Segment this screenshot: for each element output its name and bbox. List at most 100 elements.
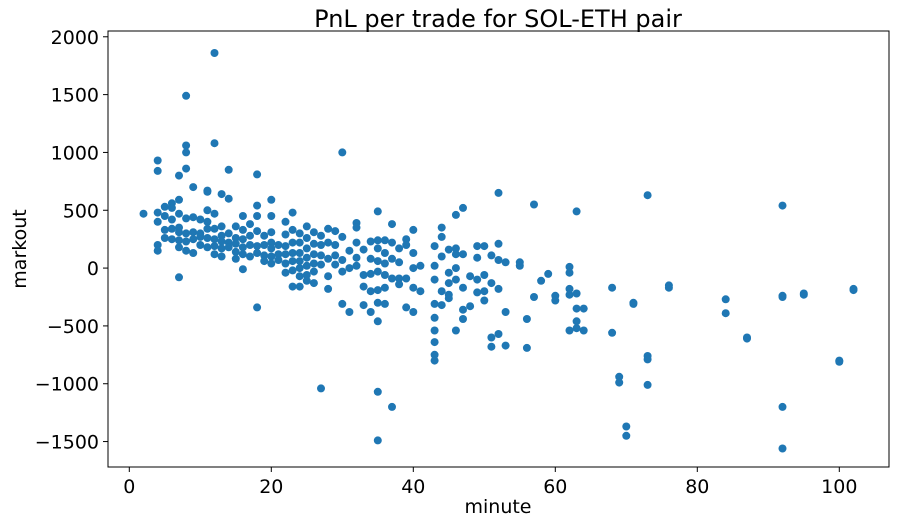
data-point [253, 227, 262, 236]
y-tick-label: 500 [63, 200, 99, 222]
data-point [217, 237, 226, 246]
data-point [430, 299, 439, 308]
data-point [231, 239, 240, 248]
data-point [324, 224, 333, 233]
data-point [572, 304, 581, 313]
data-point [317, 260, 325, 269]
data-point [494, 330, 503, 338]
x-tick-label: 20 [259, 476, 283, 498]
data-point [331, 260, 340, 269]
data-point [345, 308, 354, 316]
data-point [267, 244, 276, 253]
data-point [281, 242, 290, 251]
data-point [778, 293, 787, 301]
data-point [253, 201, 262, 210]
data-point [167, 215, 176, 224]
x-tick-label: 0 [123, 476, 135, 498]
data-point [608, 283, 617, 292]
data-point [444, 268, 453, 277]
data-point [380, 249, 389, 257]
data-point [395, 258, 404, 267]
data-point [459, 250, 467, 259]
data-point [302, 253, 311, 262]
data-point [451, 326, 460, 335]
data-point [572, 317, 581, 326]
data-point [309, 228, 318, 237]
data-point [515, 261, 524, 270]
data-point [459, 305, 467, 314]
data-point [430, 338, 439, 347]
y-tick-label: −500 [47, 316, 99, 338]
data-point [324, 238, 333, 247]
data-point [203, 224, 212, 233]
data-point [153, 208, 162, 217]
data-point [203, 187, 212, 196]
data-point [721, 309, 730, 318]
data-point [324, 284, 333, 293]
data-point [210, 49, 219, 57]
data-point [309, 259, 318, 268]
x-axis-label: minute [464, 496, 531, 518]
data-point [380, 236, 389, 245]
data-point [622, 422, 631, 431]
data-point [217, 222, 226, 231]
data-point [253, 212, 262, 220]
data-point [309, 239, 318, 248]
data-point [203, 243, 212, 252]
data-point [281, 217, 290, 226]
data-point [309, 279, 318, 288]
data-point [167, 203, 176, 212]
data-point [494, 188, 503, 197]
data-point [309, 267, 318, 276]
data-point [189, 183, 198, 192]
data-point [175, 209, 183, 218]
data-point [274, 241, 283, 249]
data-point [643, 380, 652, 389]
data-point [565, 262, 574, 271]
data-point [444, 245, 453, 254]
data-point [579, 304, 588, 313]
plot-area-frame [107, 30, 890, 468]
data-point [643, 191, 652, 200]
data-point [231, 254, 240, 263]
data-point [267, 252, 276, 261]
data-point [182, 164, 191, 173]
data-point [579, 326, 588, 335]
chart-title: PnL per trade for SOL-ETH pair [314, 5, 682, 33]
data-point [253, 303, 262, 312]
data-point [388, 274, 396, 283]
data-point [238, 235, 247, 244]
data-point [288, 266, 297, 275]
data-point [196, 241, 205, 249]
data-point [494, 256, 503, 264]
data-point [210, 224, 219, 233]
data-point [182, 237, 191, 246]
data-point [437, 301, 446, 310]
data-point [388, 254, 396, 263]
data-point [260, 231, 269, 240]
y-tick-label: −1500 [35, 432, 99, 454]
data-point [302, 276, 311, 285]
data-point [608, 328, 617, 337]
data-point [366, 269, 375, 278]
data-point [231, 247, 240, 256]
data-point [189, 228, 198, 237]
data-point [246, 241, 254, 249]
data-point [430, 275, 439, 284]
data-point [572, 324, 581, 333]
data-point [267, 195, 276, 204]
data-point [217, 252, 226, 261]
data-point [366, 287, 375, 296]
data-point [395, 274, 404, 283]
data-point [246, 231, 254, 240]
data-point [338, 256, 347, 264]
y-tick-label: −1000 [35, 374, 99, 396]
data-point [295, 264, 304, 273]
data-point [139, 209, 148, 218]
data-point [217, 231, 226, 240]
data-point [380, 299, 389, 308]
data-point [395, 280, 404, 289]
data-point [267, 259, 276, 268]
data-point [459, 203, 467, 212]
